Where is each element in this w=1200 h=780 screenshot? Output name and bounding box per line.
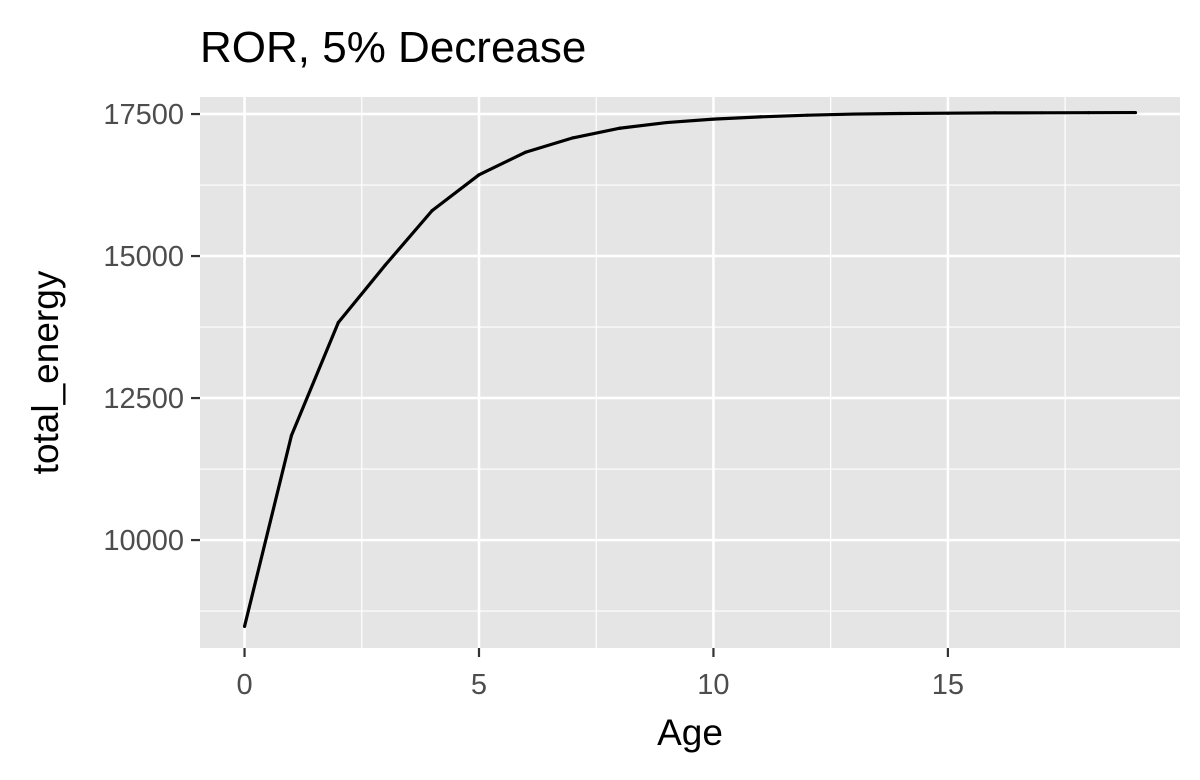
data-point (852, 112, 856, 116)
data-point (524, 150, 528, 154)
data-point (1040, 111, 1044, 115)
data-point (946, 111, 950, 115)
y-tick-labels: 10000 12500 15000 17500 (103, 99, 184, 557)
data-point (336, 320, 340, 325)
chart-title: ROR, 5% Decrease (200, 23, 586, 72)
data-point (805, 113, 809, 117)
x-tick-labels: 0 5 10 15 (236, 669, 964, 701)
data-point (383, 263, 387, 267)
y-tick-label: 15000 (103, 241, 184, 273)
y-tick-label: 12500 (103, 383, 184, 415)
x-tick-label: 10 (697, 669, 729, 701)
data-point (242, 624, 247, 629)
x-tick-label: 15 (932, 669, 964, 701)
x-axis-title: Age (657, 712, 723, 753)
data-point (993, 111, 997, 115)
y-axis-title: total_energy (25, 270, 66, 474)
major-grid (200, 97, 1180, 648)
y-tick-label: 17500 (103, 99, 184, 131)
x-tick-label: 5 (471, 669, 487, 701)
data-point (899, 111, 903, 116)
data-point (1133, 110, 1138, 115)
plot-panel (200, 97, 1180, 648)
data-point (477, 173, 481, 177)
data-point (618, 126, 622, 130)
series-line (242, 110, 1136, 627)
data-point (430, 209, 434, 213)
data-point (1086, 111, 1091, 115)
axis-ticks (191, 112, 949, 657)
data-point (664, 120, 669, 125)
data-point (289, 433, 294, 438)
series-layer (242, 110, 1138, 629)
y-tick-label: 10000 (103, 525, 184, 557)
minor-grid (200, 97, 1180, 648)
data-point (711, 117, 716, 121)
x-tick-label: 0 (236, 669, 252, 701)
data-point (758, 115, 762, 119)
data-point (571, 136, 575, 140)
